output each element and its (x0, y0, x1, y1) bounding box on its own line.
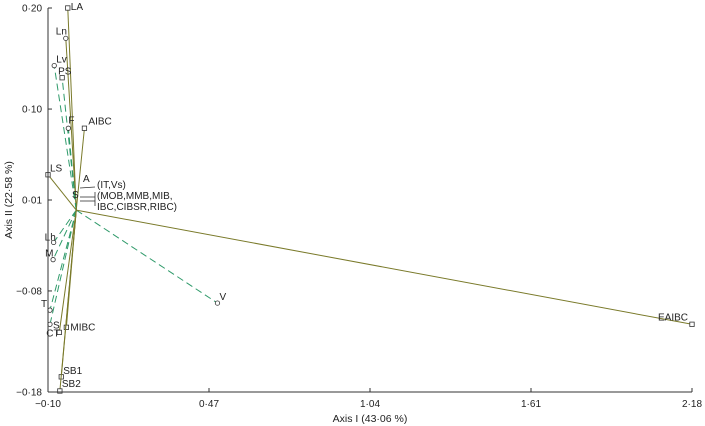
group-pointer-line (79, 186, 96, 189)
cluster-point-label-a: A (83, 174, 90, 185)
vector-label-ln: Ln (56, 26, 67, 37)
vector-line-la (67, 7, 77, 211)
cluster-point-label-s: S (72, 190, 79, 201)
cluster-layer: A S (IT,Vs) (MOB,MMB,MIB, IBC,CIBSR,RIBC… (72, 174, 177, 213)
vector-marker-lv (51, 62, 57, 69)
x-axis-title: Axis I (43·06 %) (333, 413, 408, 425)
vector-label-f: F (68, 115, 74, 126)
group-label-line-2: IBC,CIBSR,RIBC) (97, 202, 177, 213)
vector-line-lv (53, 65, 77, 211)
vector-marker-la (65, 5, 71, 11)
y-tick-label-1: −0·08 (16, 286, 42, 297)
vector-marker-f (65, 125, 71, 131)
vector-marker-v (214, 300, 221, 306)
vector-label-t: T (41, 299, 47, 310)
vector-label-aibc: AIBC (88, 116, 111, 127)
vector-label-mibc: MIBC (70, 322, 95, 333)
y-tick-label-4: 0·20 (22, 4, 42, 15)
vector-marker-sb2 (57, 388, 63, 394)
group-label-it-vs: (IT,Vs) (97, 180, 126, 191)
vector-label-v: V (219, 292, 226, 303)
vector-line-aibc (75, 128, 85, 211)
vector-label-ct: CT (46, 328, 59, 339)
vector-label-m: M (45, 249, 53, 260)
vector-line-lh (53, 209, 77, 243)
x-tick-label-2: 1·04 (360, 399, 380, 410)
x-tick-label-4: 2·18 (682, 399, 702, 410)
y-tick-label-3: 0·10 (22, 105, 42, 116)
vector-label-ls: LS (50, 164, 63, 175)
vector-line-ls (47, 174, 77, 211)
vector-label-s: S (53, 320, 60, 331)
group-label-line-1: (MOB,MMB,MIB, (97, 191, 173, 202)
vector-line-ct (58, 210, 77, 333)
vector-marker-eaibc (689, 321, 695, 327)
vector-line-ln (65, 38, 77, 211)
vector-line-t (49, 209, 77, 311)
vector-marker-ct (56, 329, 62, 335)
vector-line-f (67, 128, 77, 211)
vector-marker-ps (59, 75, 65, 81)
vector-label-ps: PS (58, 67, 72, 78)
vector-line-s (49, 209, 77, 325)
axes-layer: −0·10 0·47 1·04 1·61 2·18 −0·18 −0·08 0·01 0·10 0… (3, 4, 702, 426)
vector-marker-ln (63, 35, 69, 41)
vector-line-sb2 (59, 210, 77, 392)
vector-label-sb1: SB1 (63, 366, 82, 377)
x-tick-label-3: 1·61 (521, 399, 541, 410)
vector-label-eaibc: EAIBC (658, 312, 688, 323)
vector-label-lh: Lh (45, 232, 56, 243)
y-axis-title: Axis II (22·58 %) (3, 161, 15, 239)
vector-label-sb2: SB2 (62, 379, 81, 390)
vector-marker-m (50, 257, 56, 263)
vector-line-eaibc (76, 209, 693, 325)
vector-marker-aibc (81, 125, 88, 131)
vector-label-la: LA (71, 2, 84, 13)
vector-label-lv: Lv (56, 55, 67, 66)
y-tick-label-0: −0·18 (16, 388, 42, 399)
vector-marker-lh (51, 239, 57, 246)
x-tick-label-0: −0·10 (35, 399, 61, 410)
vector-line-m (52, 209, 77, 260)
vector-line-v (75, 209, 218, 304)
x-tick-label-1: 0·47 (199, 399, 219, 410)
y-tick-label-2: 0·01 (22, 196, 42, 207)
